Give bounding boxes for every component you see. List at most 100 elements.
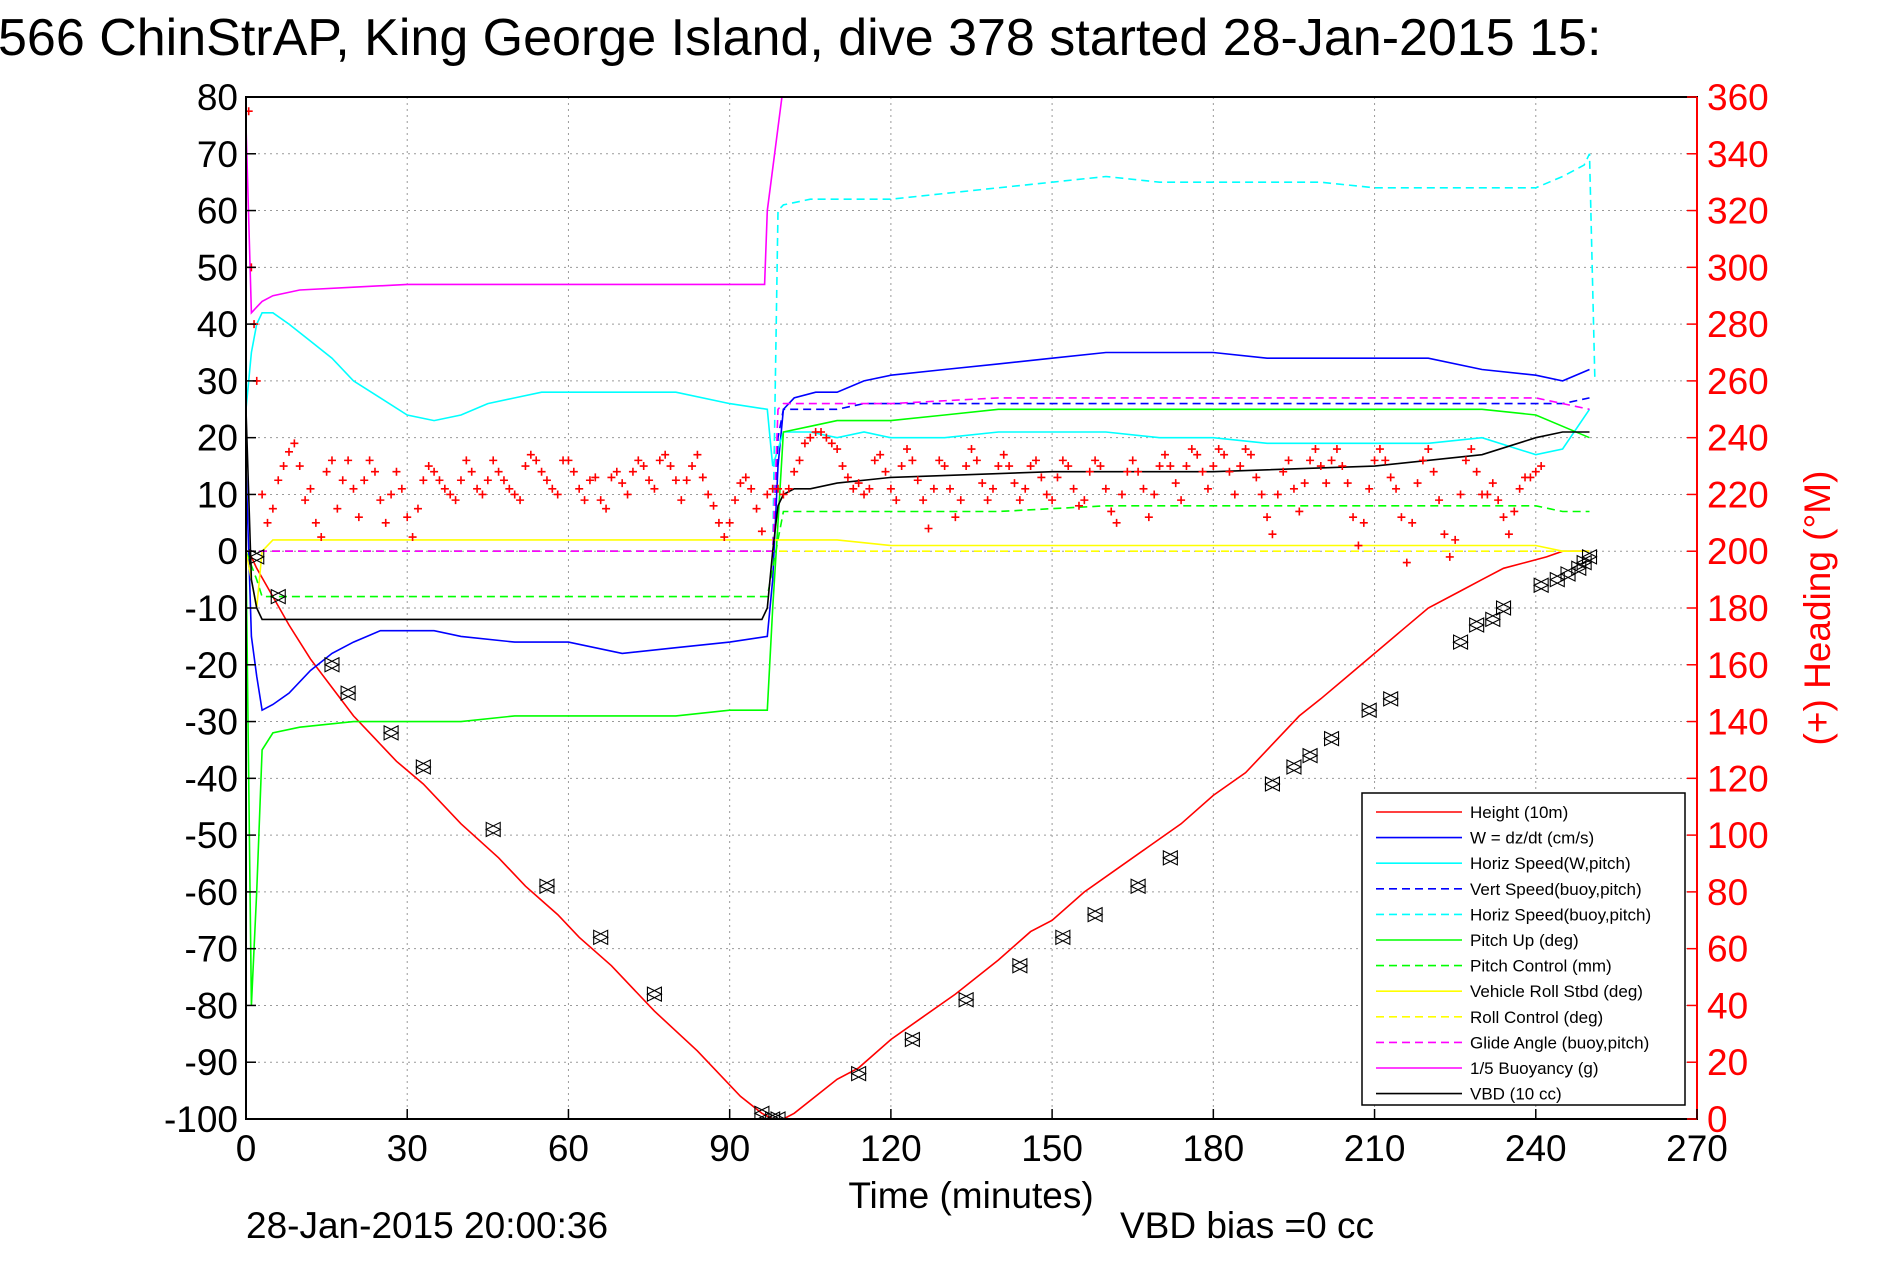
heading-marker	[381, 518, 390, 527]
heading-marker	[795, 456, 804, 465]
legend-label: 1/5 Buoyancy (g)	[1470, 1059, 1599, 1078]
heading-marker	[338, 476, 347, 485]
heading-marker	[720, 533, 729, 542]
height-marker	[1011, 957, 1029, 974]
y-tick-label: 10	[197, 474, 238, 515]
heading-marker	[1499, 513, 1508, 522]
series-height-10m	[246, 550, 1590, 1119]
heading-marker	[1263, 513, 1272, 522]
heading-marker	[946, 484, 955, 493]
heading-marker	[1316, 462, 1325, 471]
legend-label: VBD (10 cc)	[1470, 1085, 1562, 1104]
heading-marker	[967, 445, 976, 454]
right-axis-label: (+) Heading (°M)	[1797, 471, 1838, 746]
heading-marker	[817, 427, 826, 436]
heading-marker	[489, 456, 498, 465]
right-tick-label: 160	[1707, 645, 1769, 686]
right-tick-label: 140	[1707, 702, 1769, 743]
right-tick-label: 40	[1707, 985, 1748, 1026]
heading-marker	[1026, 462, 1035, 471]
heading-marker	[1537, 462, 1546, 471]
heading-marker	[311, 518, 320, 527]
y-tick-label: -100	[164, 1099, 238, 1140]
right-tick-label: 360	[1707, 77, 1769, 118]
heading-marker	[1306, 456, 1315, 465]
heading-marker	[650, 484, 659, 493]
heading-marker	[596, 496, 605, 505]
heading-marker	[1005, 462, 1014, 471]
heading-marker	[1418, 456, 1427, 465]
series-vbd-10-cc	[246, 409, 1590, 621]
heading-marker	[962, 462, 971, 471]
heading-marker	[978, 479, 987, 488]
heading-marker	[709, 501, 718, 510]
heading-marker	[731, 496, 740, 505]
x-axis-ticks: 0 30 60 90 120 150 180 210 240 270	[236, 1109, 1728, 1169]
heading-marker	[1322, 479, 1331, 488]
heading-marker	[564, 456, 573, 465]
height-marker	[1360, 702, 1378, 719]
height-marker	[1575, 554, 1593, 571]
right-tick-label: 100	[1707, 815, 1769, 856]
y-tick-label: -50	[185, 815, 238, 856]
heading-marker	[467, 467, 476, 476]
y-tick-label: 20	[197, 418, 238, 459]
heading-marker	[1273, 490, 1282, 499]
heading-marker	[666, 462, 675, 471]
heading-marker	[1198, 467, 1207, 476]
heading-marker	[516, 496, 525, 505]
heading-marker	[752, 504, 761, 513]
heading-marker	[1064, 462, 1073, 471]
heading-marker	[505, 484, 514, 493]
heading-marker	[1193, 450, 1202, 459]
height-marker	[764, 1111, 781, 1119]
heading-marker	[1117, 490, 1126, 499]
y-tick-label: -70	[185, 929, 238, 970]
heading-marker	[1268, 530, 1277, 539]
heading-marker	[1279, 467, 1288, 476]
heading-marker	[446, 490, 455, 499]
heading-marker	[1080, 496, 1089, 505]
heading-marker	[849, 484, 858, 493]
marker-layer	[246, 107, 1598, 1119]
right-tick-label: 280	[1707, 304, 1769, 345]
heading-marker	[408, 533, 417, 542]
heading-marker	[1332, 445, 1341, 454]
heading-marker	[612, 467, 621, 476]
heading-marker	[591, 473, 600, 482]
heading-marker	[671, 476, 680, 485]
heading-marker	[327, 456, 336, 465]
heading-marker	[1354, 541, 1363, 550]
heading-marker	[1134, 467, 1143, 476]
heading-marker	[999, 450, 1008, 459]
heading-marker	[854, 479, 863, 488]
heading-marker	[344, 456, 353, 465]
heading-marker	[1031, 456, 1040, 465]
height-marker	[1532, 577, 1550, 594]
heading-marker	[940, 462, 949, 471]
y-tick-label: 40	[197, 304, 238, 345]
legend-label: Horiz Speed(W,pitch)	[1470, 854, 1631, 873]
heading-marker	[392, 467, 401, 476]
heading-marker	[1085, 467, 1094, 476]
heading-marker	[865, 484, 874, 493]
height-marker	[382, 725, 400, 741]
x-tick-label: 240	[1505, 1128, 1567, 1169]
y-tick-label: 80	[197, 77, 238, 118]
heading-marker	[827, 439, 836, 448]
heading-marker	[806, 433, 815, 442]
series-1-5-buoyancy-g	[246, 97, 783, 315]
height-marker	[1301, 747, 1319, 764]
height-marker	[1323, 730, 1340, 747]
heading-marker	[790, 467, 799, 476]
footer-vbd-bias: VBD bias =0 cc	[1120, 1205, 1374, 1246]
heading-marker	[1467, 445, 1476, 454]
height-marker	[1086, 906, 1104, 923]
heading-marker	[1526, 473, 1535, 482]
right-tick-label: 340	[1707, 134, 1769, 175]
right-axis-ticks: 3603403203002802602402202001801601401201…	[1687, 77, 1769, 1140]
heading-marker	[1381, 456, 1390, 465]
heading-marker	[456, 476, 465, 485]
x-tick-label: 90	[709, 1128, 750, 1169]
heading-marker	[747, 484, 756, 493]
